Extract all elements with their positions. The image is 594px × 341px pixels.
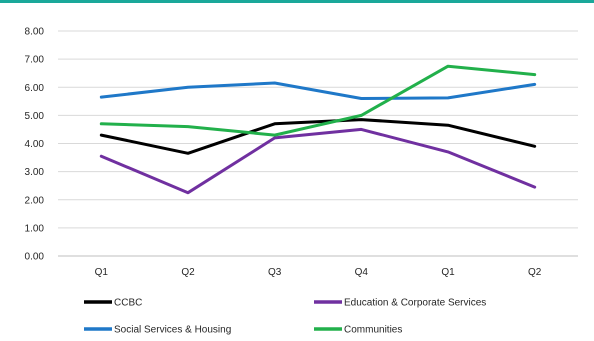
y-tick-label: 0.00 [25, 252, 45, 263]
y-tick-label: 3.00 [25, 167, 45, 178]
x-tick-label: Q1 [95, 267, 109, 278]
y-tick-label: 1.00 [25, 223, 45, 234]
x-tick-label: Q3 [268, 267, 282, 278]
y-tick-label: 4.00 [25, 139, 45, 150]
legend-label: CCBC [114, 298, 142, 309]
legend: CCBC Education & Corporate Services Social… [84, 298, 486, 336]
y-tick-label: 2.00 [25, 195, 45, 206]
y-tick-label: 5.00 [25, 111, 45, 122]
y-axis-tick-labels: 0.00 1.00 2.00 3.00 4.00 5.00 6.00 7.00 8.00 [25, 27, 45, 263]
series-line-4 [99, 64, 537, 137]
y-tick-label: 8.00 [25, 27, 45, 38]
series-line-1 [99, 118, 537, 155]
x-tick-label: Q1 [441, 267, 455, 278]
series-lines [99, 64, 537, 195]
top-accent-rule [0, 0, 594, 3]
y-tick-label: 6.00 [25, 83, 45, 94]
y-tick-label: 7.00 [25, 55, 45, 66]
x-tick-label: Q2 [181, 267, 195, 278]
x-tick-label: Q4 [355, 267, 369, 278]
legend-label: Communities [344, 325, 402, 336]
x-axis-tick-labels: Q1 Q2 Q3 Q4 Q1 Q2 [95, 267, 542, 278]
x-tick-label: Q2 [528, 267, 542, 278]
legend-label: Education & Corporate Services [344, 298, 486, 309]
series-line-3 [99, 81, 537, 100]
series-line-2 [99, 127, 537, 195]
legend-label: Social Services & Housing [114, 325, 231, 336]
